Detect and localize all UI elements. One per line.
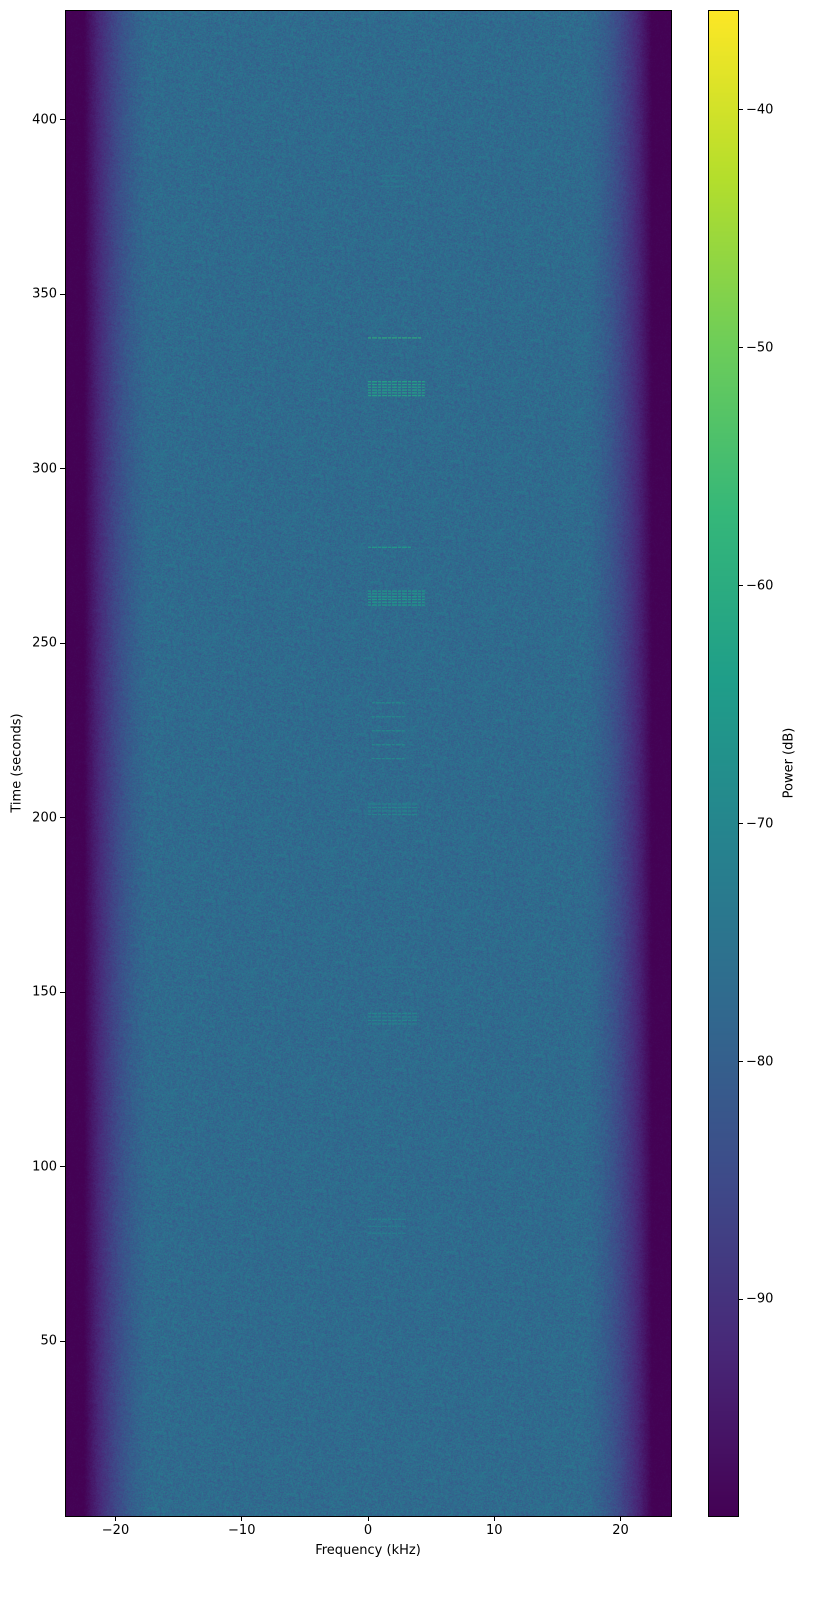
y-tick-label: 400 (32, 112, 57, 128)
colorbar-tick-label: −80 (746, 1054, 774, 1070)
y-tick-label: 300 (32, 461, 57, 477)
y-tick-mark (60, 817, 65, 819)
spectrogram-heatmap (65, 10, 671, 1516)
colorbar-tick-mark (738, 1061, 743, 1063)
signal-burst (371, 702, 406, 760)
colorbar (708, 10, 738, 1516)
colorbar-tick-label: −60 (746, 578, 774, 594)
signal-burst (368, 1218, 406, 1234)
y-tick-label: 200 (32, 810, 57, 826)
y-tick-mark (60, 1166, 65, 1168)
signal-burst (368, 590, 425, 606)
x-tick-mark (115, 1516, 116, 1521)
x-tick-mark (493, 1516, 495, 1521)
x-tick-label: 0 (363, 1523, 373, 1538)
colorbar-frame (708, 10, 739, 1517)
x-tick-label: −10 (228, 1523, 256, 1538)
x-tick-mark (620, 1516, 621, 1521)
y-tick-label: 250 (32, 635, 57, 651)
colorbar-tick-label: −40 (746, 102, 774, 118)
spectrogram-plot-area (65, 10, 671, 1516)
signal-burst (368, 803, 419, 816)
y-axis-label: Time (seconds) (9, 713, 25, 813)
y-tick-label: 350 (32, 286, 57, 302)
colorbar-label: Power (dB) (781, 727, 797, 799)
colorbar-tick-mark (738, 347, 743, 349)
y-tick-label: 50 (40, 1333, 57, 1349)
colorbar-tick-label: −70 (746, 816, 774, 832)
y-tick-mark (60, 468, 65, 470)
signal-burst (368, 381, 425, 397)
x-tick-label: −20 (101, 1523, 130, 1538)
signal-burst (368, 1012, 419, 1025)
x-tick-label: 10 (485, 1523, 503, 1538)
x-axis-label: Frequency (kHz) (315, 1543, 421, 1558)
x-tick-mark (367, 1516, 369, 1521)
colorbar-tick-mark (738, 1298, 743, 1300)
y-tick-mark (60, 642, 65, 644)
x-tick-mark (241, 1516, 243, 1521)
y-tick-label: 150 (32, 984, 57, 1000)
y-tick-mark (60, 991, 65, 993)
colorbar-tick-mark (738, 109, 743, 111)
colorbar-tick-mark (738, 585, 743, 587)
y-tick-mark (60, 119, 65, 121)
y-tick-label: 100 (32, 1159, 57, 1175)
signal-bursts-layer (368, 175, 425, 1234)
colorbar-tick-mark (738, 823, 743, 825)
signal-burst (380, 175, 406, 187)
x-tick-label: 20 (612, 1523, 629, 1538)
colorbar-tick-label: −90 (746, 1291, 774, 1307)
y-tick-mark (60, 293, 65, 295)
colorbar-tick-label: −50 (746, 340, 774, 356)
y-tick-mark (60, 1340, 65, 1342)
